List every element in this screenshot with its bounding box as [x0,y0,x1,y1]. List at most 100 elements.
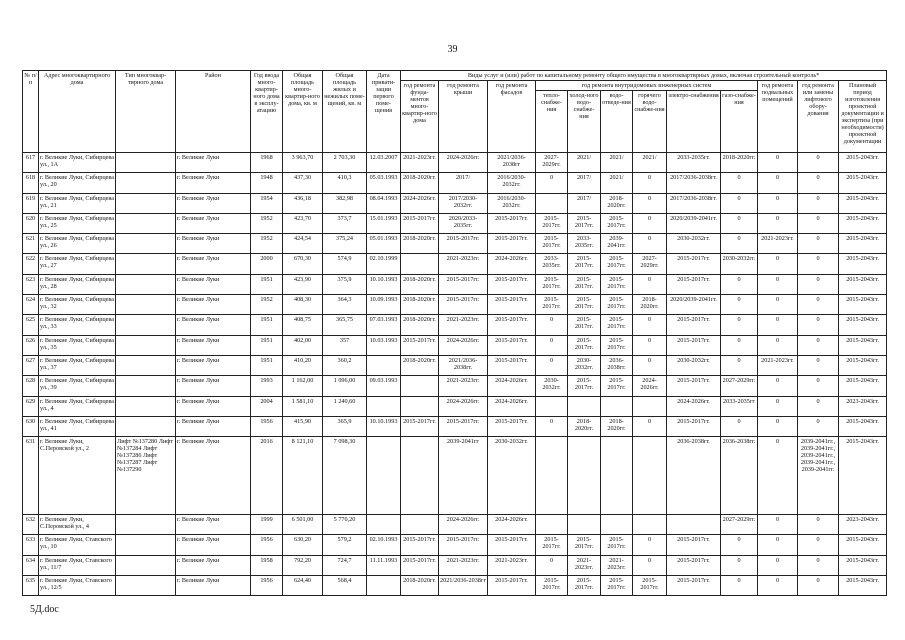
table-row: 630 г. Великие Луки, Сибирцева ул., 41 г. … [22,415,888,438]
cell-foundation: 2015-2017гг. [400,534,439,556]
cell-hot-water: 0 [632,354,667,377]
cell-type [115,575,176,597]
cell-year: 1956 [250,534,283,556]
table-row: 617 г. Великие Луки, Сибирцева ул., 1А г. … [22,151,888,174]
header-design: Плановый период изготовления проектной д… [837,80,888,153]
cell-area-living: 382,98 [322,192,367,214]
table-row: 629 г. Великие Луки, Сибирцева ул., 4 г. В… [22,395,888,417]
cell-privatization [366,354,401,377]
cell-cold-water [567,514,601,536]
cell-basement: 0 [757,375,798,397]
cell-type [115,395,176,417]
header-year: Год ввода много-квартир-ного дома в эксп… [250,70,283,153]
cell-district: г. Великие Луки [175,273,251,296]
cell-gas: 0 [720,334,758,356]
cell-elevator: 0 [797,375,839,397]
cell-basement: 0 [757,534,798,556]
cell-type [115,334,176,356]
table-body: 617 г. Великие Луки, Сибирцева ул., 1А г. … [22,151,888,597]
cell-area-total: 670,30 [282,253,323,275]
cell-num: 632 [22,514,39,536]
cell-design: 2023-2043гг. [837,395,888,417]
cell-facade: 2015-2017гг. [487,415,536,438]
cell-hot-water: 2024-2026гг. [632,375,667,397]
cell-district: г. Великие Луки [175,395,251,417]
cell-roof: 2039-2041гг [438,436,488,516]
cell-facade: 2015-2017гг. [487,212,536,235]
cell-area-total: 402,00 [282,334,323,356]
cell-year: 1951 [250,334,283,356]
cell-design: 2023-2043гг. [837,514,888,536]
cell-facade: 2016/2030-2032гг. [487,172,536,194]
cell-foundation: 2018-2020гг. [400,172,439,194]
cell-design: 2015-2043гг. [837,575,888,597]
cell-elevator: 0 [797,172,839,194]
cell-elevator: 0 [797,253,839,275]
cell-privatization: 05.01.1993 [366,233,401,255]
cell-facade: 2015-2017гг. [487,534,536,556]
cell-foundation [400,514,439,536]
cell-num: 623 [22,273,39,296]
cell-design: 2015-2043гг. [837,415,888,438]
cell-sewerage: 2015-2017гг. [600,294,633,316]
cell-heat: 2033-2035гг. [535,253,568,275]
cell-facade: 2024-2026гг. [487,395,536,417]
cell-type [115,354,176,377]
cell-area-living: 579,2 [322,534,367,556]
cell-elevator: 2039-2041гг., 2039-2041гг., 2039-2041гг.… [797,436,839,516]
cell-area-total: 408,30 [282,294,323,316]
cell-cold-water: 2017/ [567,172,601,194]
cell-electricity: 2015-2017гг. [666,534,721,556]
cell-address: г. Великие Луки, Сибирцева ул., 21 [38,192,116,214]
cell-basement: 0 [757,151,798,174]
cell-basement: 0 [757,253,798,275]
cell-district: г. Великие Луки [175,436,251,516]
cell-facade: 2015-2017гг. [487,314,536,336]
cell-heat: 0 [535,415,568,438]
cell-heat: 0 [535,314,568,336]
header-works-group: Виды услуг и (или) работ по капитальному… [399,70,888,81]
cell-area-total: 792,20 [282,554,323,577]
cell-electricity: 2024-2026гг. [666,395,721,417]
cell-num: 629 [22,395,39,417]
cell-electricity: 2017/2036-2038гг. [666,192,721,214]
cell-electricity [666,514,721,536]
cell-facade: 2021/2036-2038гг [487,151,536,174]
cell-num: 634 [22,554,39,577]
cell-facade: 2015-2017гг. [487,334,536,356]
cell-hot-water: 0 [632,534,667,556]
cell-hot-water: 0 [632,273,667,296]
cell-design: 2015-2043гг. [837,436,888,516]
cell-foundation: 2021-2023гг. [400,151,439,174]
cell-electricity: 2015-2017гг. [666,253,721,275]
cell-cold-water: 2021-2023гг. [567,554,601,577]
header-area-living: Общая площадь жилых и нежилых поме-щений… [322,70,367,153]
cell-hot-water: 0 [632,415,667,438]
cell-cold-water: 2030-2032гг. [567,354,601,377]
cell-basement: 0 [757,575,798,597]
cell-area-total: 630,20 [282,534,323,556]
cell-elevator: 0 [797,575,839,597]
cell-basement: 0 [757,554,798,577]
header-engineering-group: год ремонта внутридомовых инженерных сис… [535,80,758,91]
cell-facade: 2024-2026гг. [487,375,536,397]
cell-foundation: 2018-2020гг. [400,314,439,336]
cell-gas: 0 [720,415,758,438]
header-district: Район [175,70,251,153]
cell-year: 2004 [250,395,283,417]
cell-sewerage: 2015-2017гг. [600,212,633,235]
cell-facade: 2015-2017гг. [487,575,536,597]
cell-area-living: 365,9 [322,415,367,438]
cell-heat: 0 [535,172,568,194]
cell-roof: 2017/2030-2032гг. [438,192,488,214]
cell-hot-water: 0 [632,212,667,235]
cell-electricity: 2020/2039-2041гг. [666,212,721,235]
footer-filename: 5Д.doc [30,604,59,615]
cell-electricity: 2015-2017гг. [666,415,721,438]
cell-basement: 2021-2023гг. [757,354,798,377]
cell-roof: 2024-2026гг. [438,395,488,417]
cell-area-total: 410,20 [282,354,323,377]
cell-gas: 0 [720,192,758,214]
cell-area-total: 408,75 [282,314,323,336]
cell-design: 2015-2043гг. [837,354,888,377]
